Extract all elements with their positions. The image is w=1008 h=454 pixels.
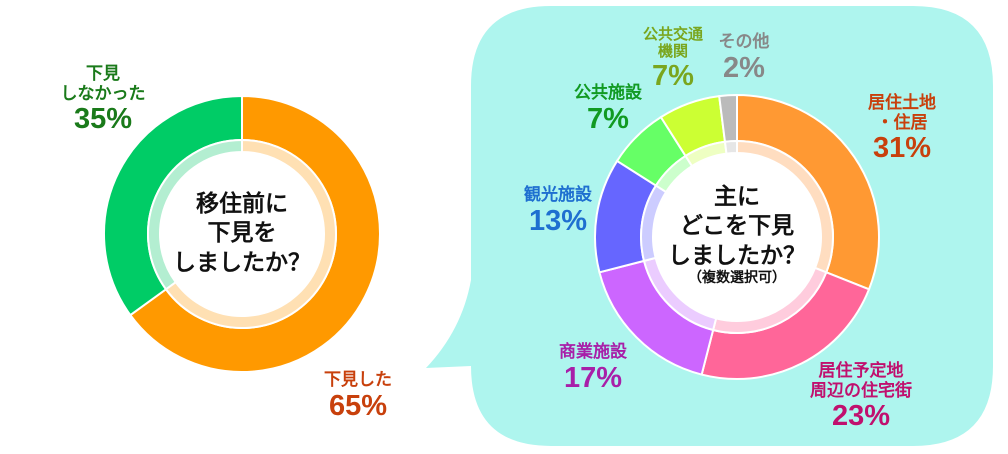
donut-hole (160, 152, 324, 316)
label-percent: 35% (73, 103, 133, 136)
label-residential-land: 居住土地 ・住居 31% (868, 93, 936, 165)
label-text: ・住居 (876, 112, 928, 133)
donut-hole (653, 153, 821, 321)
label-text: 観光施設 (524, 185, 592, 205)
label-text: 商業施設 (559, 342, 627, 362)
label-percent: 17% (563, 361, 623, 394)
center-line: どこを下見 (679, 213, 795, 240)
label-percent: 2% (723, 51, 765, 84)
label-text: 居住土地 (868, 93, 936, 113)
label-text: 機関 (657, 42, 689, 61)
donut-left (103, 94, 381, 373)
label-text: 下見した (324, 370, 392, 390)
label-did-visit: 下見した 65% (324, 370, 392, 422)
center-line: しましたか？ (173, 249, 311, 276)
label-text: その他 (718, 32, 770, 52)
label-percent: 23% (831, 400, 891, 433)
label-text: 周辺の住宅街 (810, 380, 912, 401)
center-line: しましたか？ (668, 243, 806, 270)
label-public-facilities: 公共施設 7% (574, 83, 642, 135)
center-note: （複数選択可） (688, 270, 786, 287)
center-line: 移住前に (196, 190, 288, 217)
left-chart-center-question: 移住前に 下見を しましたか？ (173, 190, 311, 278)
label-tourism: 観光施設 13% (524, 185, 592, 237)
label-did-not-visit: 下見 しなかった 35% (60, 64, 146, 136)
center-line: 下見を (207, 220, 277, 247)
label-text: 居住予定地 (818, 361, 904, 381)
donut-right (594, 93, 880, 380)
donut-inner-ring (723, 139, 738, 155)
label-text: 下見 (86, 64, 120, 84)
right-chart-center-question: 主に どこを下見 しましたか？ （複数選択可） (668, 183, 806, 287)
label-percent: 7% (587, 102, 629, 135)
label-public-transport: 公共交通 機関 7% (642, 25, 704, 92)
label-commercial: 商業施設 17% (559, 342, 627, 394)
label-percent: 31% (872, 132, 932, 165)
label-percent: 7% (652, 59, 694, 92)
label-text: 公共交通 (642, 25, 704, 43)
label-text: しなかった (60, 83, 146, 104)
label-surrounding-neighborhood: 居住予定地 周辺の住宅街 23% (810, 361, 912, 433)
label-text: 公共施設 (574, 83, 642, 103)
label-other: その他 2% (718, 32, 770, 84)
label-percent: 65% (328, 389, 388, 422)
center-line: 主に (714, 184, 760, 211)
label-percent: 13% (528, 204, 588, 237)
